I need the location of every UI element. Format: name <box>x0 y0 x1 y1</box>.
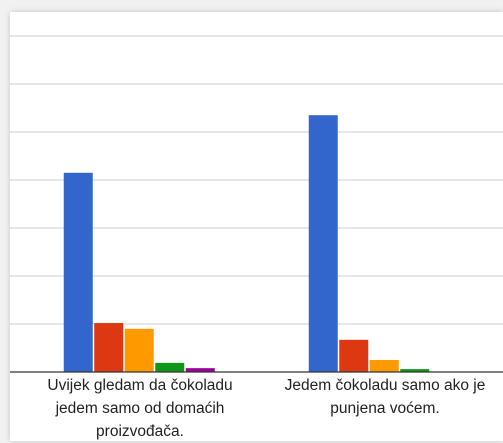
bar <box>94 323 124 372</box>
x-tick-label: Jedem čokoladu samo ako je punjena voćem… <box>284 377 486 417</box>
bar <box>185 368 215 372</box>
bar <box>63 172 93 372</box>
bar <box>155 362 185 372</box>
bar <box>308 115 338 372</box>
bar <box>339 339 369 372</box>
bar <box>400 369 430 372</box>
bar <box>124 328 154 372</box>
bar <box>369 360 399 372</box>
x-tick-label: Uvijek gledam da čokoladu jedem samo od … <box>47 377 233 440</box>
